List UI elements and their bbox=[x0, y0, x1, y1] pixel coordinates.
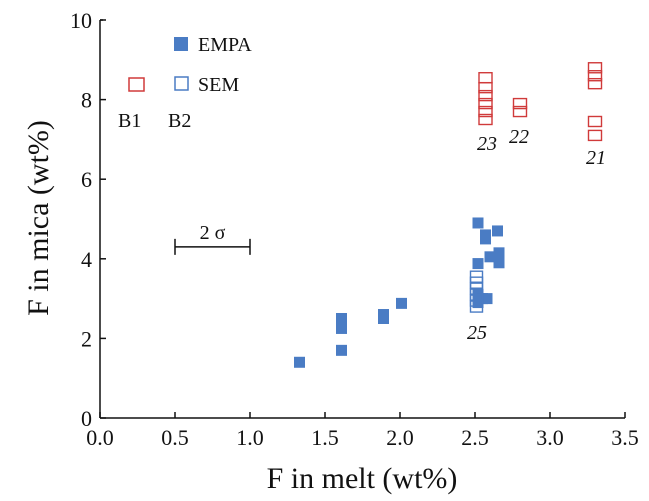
b-point-22 bbox=[512, 105, 528, 118]
legend-b-marker bbox=[128, 77, 145, 92]
empa-point bbox=[378, 309, 389, 321]
b-point-23 bbox=[478, 89, 493, 102]
y-tick-label: 4 bbox=[81, 247, 92, 272]
empa-point bbox=[481, 293, 493, 305]
legend-empa-marker bbox=[174, 37, 188, 51]
b-point-21 bbox=[587, 115, 603, 128]
empa-point bbox=[336, 313, 347, 324]
sigma-error-bar: 2 σ bbox=[174, 222, 251, 255]
y-tick-label: 0 bbox=[81, 406, 92, 431]
y-axis-title: F in mica (wt%) bbox=[22, 120, 55, 316]
empa-point bbox=[484, 251, 496, 263]
b-point-23 bbox=[478, 72, 493, 84]
b-point-21 bbox=[587, 62, 603, 74]
x-tick-label: 3.0 bbox=[536, 425, 564, 450]
b-point-23 bbox=[478, 105, 493, 118]
legend: EMPA SEM B1 B2 bbox=[118, 34, 252, 132]
empa-point bbox=[472, 258, 484, 270]
b-point-23 bbox=[478, 113, 493, 126]
legend-b2-label: B2 bbox=[168, 110, 191, 132]
legend-empa-label: EMPA bbox=[198, 34, 252, 56]
label-25: 25 bbox=[467, 322, 487, 344]
b-point-23 bbox=[478, 97, 493, 110]
x-axis-title: F in melt (wt%) bbox=[267, 462, 458, 495]
y-tick-label: 8 bbox=[81, 88, 92, 113]
legend-sem-marker bbox=[174, 76, 189, 91]
empa-point bbox=[336, 322, 347, 334]
x-tick-label: 3.5 bbox=[611, 425, 639, 450]
empa-point bbox=[396, 297, 407, 309]
x-tick-label: 1.5 bbox=[311, 425, 339, 450]
x-tick-label: 2.0 bbox=[386, 425, 414, 450]
empa-point bbox=[480, 229, 491, 241]
label-23: 23 bbox=[477, 133, 497, 155]
x-tick-label: 0.0 bbox=[86, 425, 114, 450]
empa-point bbox=[493, 247, 505, 259]
legend-b1-label: B1 bbox=[118, 110, 141, 132]
x-tick-label: 2.5 bbox=[461, 425, 489, 450]
sem-point bbox=[469, 270, 484, 283]
b-point-21 bbox=[587, 129, 603, 142]
x-tick-label: 0.5 bbox=[161, 425, 189, 450]
b-point-21 bbox=[587, 77, 603, 90]
label-22: 22 bbox=[509, 126, 529, 148]
sigma-label: 2 σ bbox=[200, 222, 226, 244]
y-tick-label: 2 bbox=[81, 326, 92, 351]
b-point-22 bbox=[512, 97, 528, 110]
legend-sem-label: SEM bbox=[198, 74, 239, 96]
empa-point bbox=[493, 257, 505, 269]
y-tick-label: 6 bbox=[81, 167, 92, 192]
empa-point bbox=[492, 225, 503, 237]
y-tick-label: 10 bbox=[70, 8, 92, 33]
empa-point bbox=[294, 356, 305, 368]
x-tick-label: 1.0 bbox=[236, 425, 264, 450]
label-21: 21 bbox=[586, 147, 606, 169]
empa-point bbox=[472, 217, 484, 229]
b-point-21 bbox=[587, 70, 603, 82]
empa-point bbox=[336, 344, 347, 356]
